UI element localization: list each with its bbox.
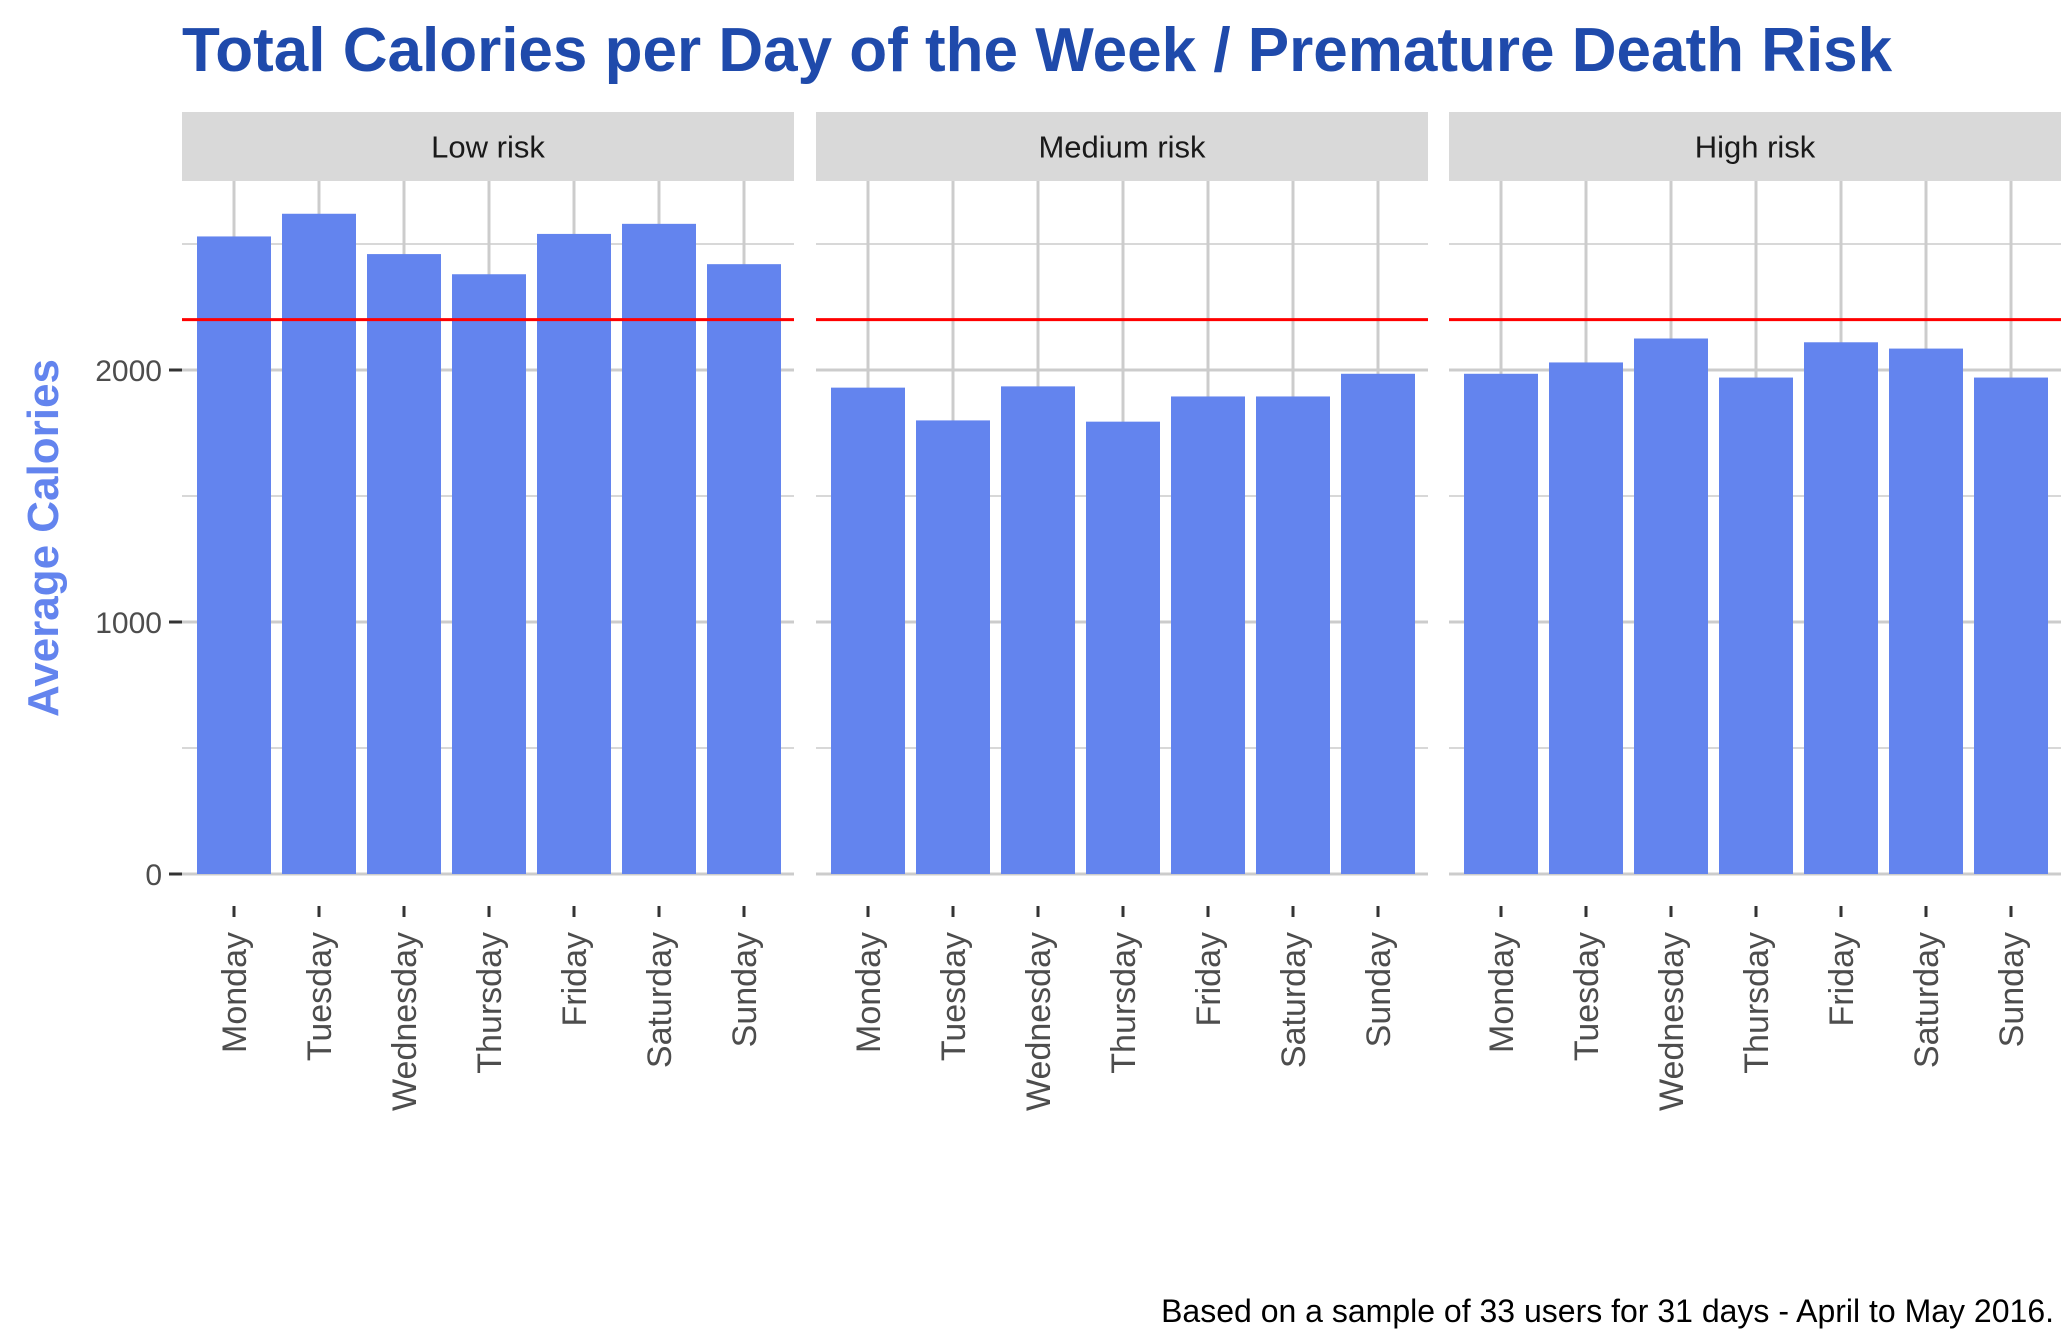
x-tick-label: Friday	[556, 932, 594, 1026]
y-tick-label: 1000	[95, 607, 162, 640]
x-tick-label: Tuesday	[301, 932, 339, 1061]
bar	[1549, 362, 1623, 874]
bar	[1889, 348, 1963, 875]
chart-caption: Based on a sample of 33 users for 31 day…	[1161, 1293, 2054, 1329]
facet-strip	[816, 112, 1428, 181]
bar	[452, 274, 526, 874]
y-tick-label: 0	[145, 859, 162, 892]
x-tick-label: Sunday	[1360, 932, 1398, 1047]
x-tick-label: Tuesday	[935, 932, 973, 1061]
x-tick-label: Thursday	[1105, 932, 1143, 1074]
bar	[537, 233, 611, 875]
y-tick-label: 2000	[95, 355, 162, 388]
x-tick-label: Monday	[850, 932, 888, 1053]
bar	[1171, 396, 1245, 874]
x-tick-label: Wednesday	[386, 932, 424, 1111]
bar	[1974, 377, 2048, 874]
x-tick-label: Saturday	[1908, 932, 1946, 1068]
bar	[1719, 377, 1793, 874]
bar	[1256, 396, 1330, 874]
bar	[622, 223, 696, 875]
x-tick-label: Thursday	[1738, 932, 1776, 1074]
bar	[1804, 342, 1878, 874]
x-tick-label: Monday	[1483, 932, 1521, 1053]
facet-strip-label: Low risk	[431, 130, 545, 165]
bar	[1341, 373, 1415, 874]
bar	[1001, 386, 1075, 874]
bar	[831, 387, 905, 874]
bar	[367, 254, 441, 874]
chart-title: Total Calories per Day of the Week / Pre…	[182, 16, 1893, 85]
bar	[916, 420, 990, 874]
x-tick-label: Saturday	[641, 932, 679, 1068]
bar	[282, 213, 356, 874]
x-tick-label: Thursday	[471, 932, 509, 1074]
x-tick-label: Saturday	[1275, 932, 1313, 1068]
bar	[1634, 338, 1708, 874]
bar	[707, 264, 781, 874]
bar	[197, 236, 271, 874]
x-tick-label: Tuesday	[1568, 932, 1606, 1061]
facet-strip	[1449, 112, 2061, 181]
x-tick-label: Friday	[1823, 932, 1861, 1026]
x-tick-label: Wednesday	[1653, 932, 1691, 1111]
faceted-bar-chart: 0 1000 2000 Low risk Monday Tuesday Wednesday T…	[95, 112, 2061, 1111]
bar	[1464, 373, 1538, 874]
facet-strip	[182, 112, 794, 181]
bar	[1086, 421, 1160, 874]
x-tick-label: Monday	[216, 932, 254, 1053]
x-tick-label: Friday	[1190, 932, 1228, 1026]
x-tick-label: Sunday	[1993, 932, 2031, 1047]
facet-strip-label: High risk	[1695, 130, 1816, 165]
x-tick-label: Wednesday	[1020, 932, 1058, 1111]
facet-strip-label: Medium risk	[1038, 130, 1206, 165]
x-tick-label: Sunday	[726, 932, 764, 1047]
